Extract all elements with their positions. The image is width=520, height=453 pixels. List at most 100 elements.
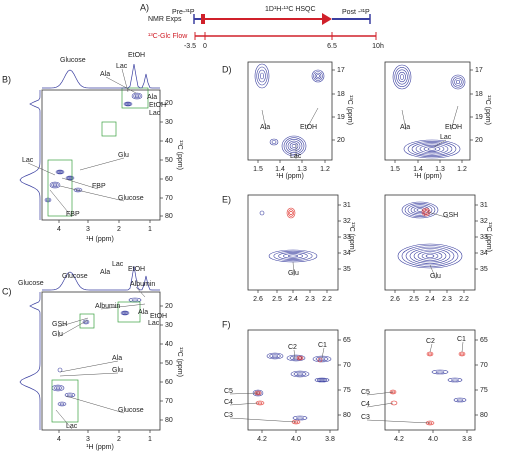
contour [133, 93, 141, 99]
contour [278, 252, 308, 260]
annotation: Glu [430, 273, 441, 280]
contour [55, 386, 61, 390]
contour [128, 297, 142, 303]
contour [257, 401, 263, 405]
contour [269, 353, 281, 359]
contour [256, 66, 268, 86]
region-box [117, 301, 141, 323]
contour [125, 102, 131, 106]
y-tick-label: 40 [165, 341, 173, 348]
panel-label: A) [140, 2, 149, 12]
leader-line [366, 419, 431, 424]
annotation: C3 [361, 414, 370, 421]
leader-line [433, 139, 447, 148]
contour [266, 352, 284, 360]
contour [425, 254, 435, 258]
y-tick-label: 32 [343, 218, 351, 225]
contour [416, 208, 424, 212]
annotation: EtOH [149, 102, 166, 109]
y-tick-label: 35 [480, 266, 488, 273]
annotation: EtOH [128, 266, 145, 273]
x-tick-label: 3.8 [462, 436, 472, 443]
annotation: Glucose [118, 407, 144, 414]
plot-frame [384, 61, 471, 161]
contour [59, 402, 65, 406]
plot-frame [41, 89, 161, 221]
contour [120, 310, 130, 316]
contour [316, 74, 320, 78]
contour [394, 67, 410, 87]
annotation: C2 [288, 344, 297, 351]
contour [82, 319, 90, 325]
y-tick-label: 65 [343, 337, 351, 344]
x-tick-label: 1 [148, 226, 152, 233]
contour [417, 251, 443, 261]
leader-line [55, 409, 73, 430]
x-tick-label: 1.2 [320, 166, 330, 173]
annotation: EtOH [128, 52, 145, 59]
annotation: C5 [224, 388, 233, 395]
y-tick-label: 17 [475, 67, 483, 74]
contour [135, 94, 139, 98]
x-axis-title: ¹H (ppm) [414, 173, 442, 180]
annotation: Lac [148, 320, 160, 327]
annotation: EtOH [445, 124, 462, 131]
contour [427, 147, 437, 151]
y-tick-label: 18 [337, 91, 345, 98]
annotation: Glu [112, 367, 123, 374]
leader-line [57, 317, 89, 328]
contour [409, 248, 451, 264]
annotation: FBP [66, 211, 80, 218]
annotation: GSH [52, 321, 67, 328]
x-tick-label: 2 [117, 436, 121, 443]
leader-line [366, 391, 394, 396]
contour [122, 311, 128, 315]
contour [455, 79, 461, 85]
row-label: ¹³C-Glc Flow [148, 33, 188, 40]
contour [397, 243, 463, 269]
contour [68, 177, 72, 179]
contour [311, 69, 325, 83]
time-tick: 6.5 [327, 43, 337, 50]
annotation: Ala [400, 124, 410, 131]
contour [292, 415, 308, 421]
contour [313, 71, 323, 81]
contour [296, 372, 304, 376]
contour [288, 209, 294, 217]
contour [123, 101, 133, 107]
leader-line [65, 395, 125, 414]
annotation: Lac [440, 134, 452, 141]
contour [423, 146, 441, 152]
leader-line [79, 157, 125, 171]
panel-label: F) [222, 319, 231, 329]
x-tick-label: 3.8 [325, 436, 335, 443]
contour [319, 379, 325, 381]
contour [451, 378, 459, 382]
x-tick-label: 1.3 [297, 166, 307, 173]
annotation: Glu [288, 270, 299, 277]
contour [399, 74, 405, 80]
y-tick-label: 70 [480, 362, 488, 369]
annotation: Ala [147, 94, 157, 101]
annotation: C4 [224, 399, 233, 406]
contour [426, 351, 434, 357]
contour [291, 144, 297, 148]
leader-line [450, 105, 459, 131]
contour [410, 205, 430, 215]
contour [289, 142, 299, 150]
x-tick-label: 4 [57, 226, 61, 233]
x-tick-label: 3 [86, 436, 90, 443]
y-tick-label: 20 [337, 137, 345, 144]
contour [401, 245, 459, 267]
panel-label: C) [2, 286, 12, 296]
x-tick-label: 3 [86, 226, 90, 233]
annotation: Albumin [95, 303, 120, 310]
y-tick-label: 80 [165, 213, 173, 220]
x-axis-title: ¹H (ppm) [276, 173, 304, 180]
contour [58, 171, 62, 173]
contour [57, 170, 63, 174]
time-tick: 10h [372, 43, 384, 50]
annotation: C5 [361, 389, 370, 396]
contour [283, 137, 305, 155]
